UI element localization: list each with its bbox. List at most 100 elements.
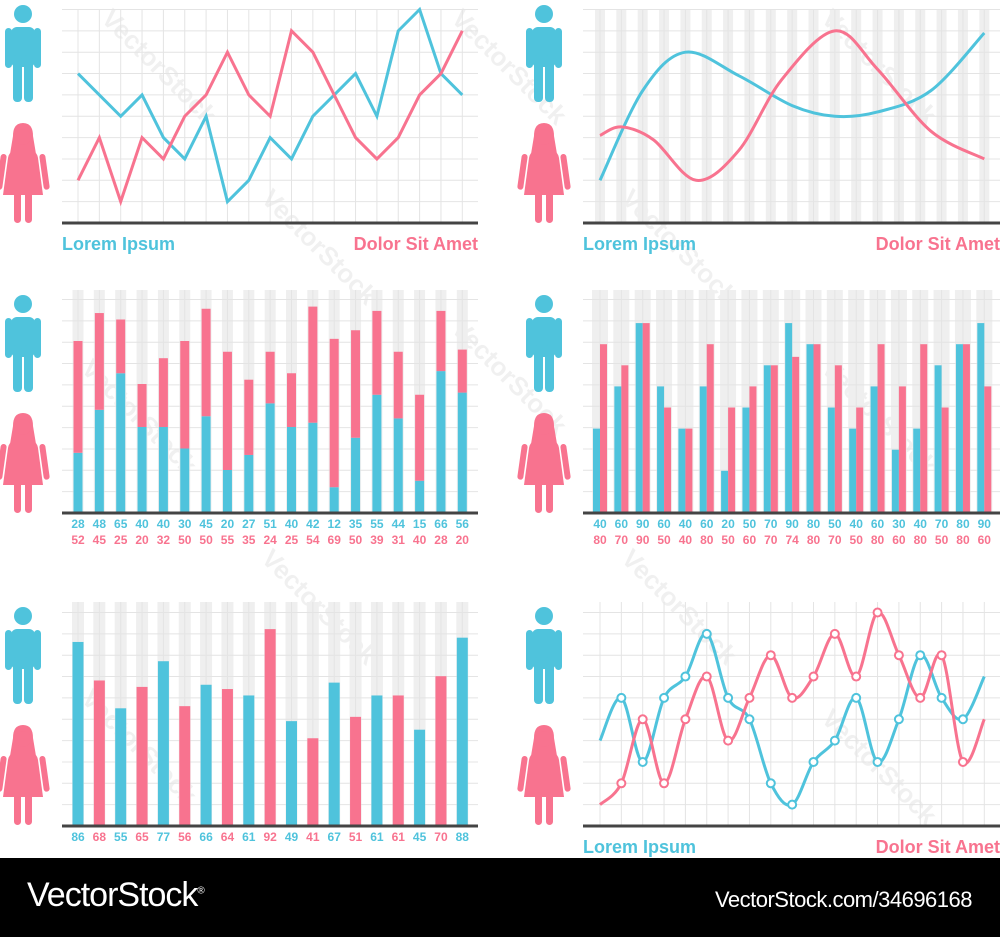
data-point-blue (936, 692, 947, 703)
bar-segment-blue (244, 454, 254, 513)
value-label-blue: 60 (615, 517, 629, 531)
value-label-pink: 20 (456, 533, 470, 547)
value-label-blue: 20 (221, 517, 235, 531)
value-label-pink: 50 (935, 533, 949, 547)
bar-pink (392, 695, 404, 826)
data-point-pink (808, 671, 819, 682)
legend-dolor-sit-amet: Dolor Sit Amet (354, 234, 478, 254)
bar-blue (806, 344, 814, 513)
value-label: 61 (392, 830, 406, 844)
data-point-pink (701, 671, 712, 682)
bar-segment-blue (329, 487, 339, 513)
value-label: 61 (242, 830, 256, 844)
value-label-blue: 40 (285, 517, 299, 531)
legend-lorem-ipsum: Lorem Ipsum (583, 837, 696, 857)
value-label-blue: 70 (764, 517, 778, 531)
value-label-pink: 50 (721, 533, 735, 547)
woman-figure-icon (0, 123, 50, 223)
value-label-pink: 50 (349, 533, 363, 547)
bar-blue (699, 386, 707, 513)
legend-lorem-ipsum: Lorem Ipsum (583, 234, 696, 254)
data-point-blue (765, 778, 776, 789)
data-point-pink (637, 714, 648, 725)
value-label-pink: 35 (242, 533, 256, 547)
woman-figure-icon (517, 725, 571, 825)
value-label-blue: 80 (956, 517, 970, 531)
value-label: 64 (221, 830, 235, 844)
value-label: 56 (178, 830, 192, 844)
value-label-pink: 52 (71, 533, 85, 547)
bar-segment-blue (287, 427, 296, 513)
value-label-pink: 80 (871, 533, 885, 547)
value-label-pink: 80 (956, 533, 970, 547)
data-point-blue (957, 714, 968, 725)
value-label-pink: 20 (135, 533, 149, 547)
bar-segment-pink (94, 313, 104, 410)
data-point-blue (915, 650, 926, 661)
bar-pink (136, 686, 148, 826)
man-figure-icon (5, 607, 41, 704)
data-point-pink (787, 692, 798, 703)
value-label-pink: 69 (328, 533, 342, 547)
data-point-pink (893, 650, 904, 661)
watermark-text: VectorStock (616, 543, 744, 671)
bar-segment-pink (436, 310, 446, 372)
value-label: 70 (434, 830, 448, 844)
bar-segment-blue (457, 392, 467, 513)
value-label-blue: 44 (392, 517, 406, 531)
bar-segment-pink (308, 306, 318, 423)
value-label-pink: 80 (700, 533, 714, 547)
value-label-blue: 51 (263, 517, 277, 531)
value-label-pink: 74 (785, 533, 799, 547)
bar-segment-pink (457, 349, 467, 393)
bar-blue (934, 365, 942, 513)
value-label: 49 (285, 830, 299, 844)
value-label-pink: 70 (615, 533, 629, 547)
legend-dolor-sit-amet: Dolor Sit Amet (876, 234, 1000, 254)
value-label-blue: 50 (828, 517, 842, 531)
bar-segment-pink (287, 373, 296, 427)
bar-segment-pink (244, 379, 254, 455)
bar-blue (328, 682, 340, 826)
value-label-pink: 60 (978, 533, 992, 547)
footer-image-url: VectorStock.com/34696168 (714, 887, 973, 912)
value-label-blue: 42 (306, 517, 320, 531)
bar-pink (920, 344, 928, 513)
bar-segment-blue (116, 373, 126, 513)
bar-segment-pink (329, 338, 339, 488)
bar-blue (456, 637, 468, 826)
value-label-blue: 28 (71, 517, 85, 531)
bar-segment-pink (265, 351, 275, 404)
data-point-blue (680, 671, 691, 682)
infographic-canvas: VectorStock VectorStock VectorStockVectorS… (0, 3, 1000, 857)
bar-pink (770, 365, 778, 513)
bar-blue (849, 428, 857, 513)
value-label-pink: 80 (807, 533, 821, 547)
value-label: 86 (71, 830, 85, 844)
data-point-pink (659, 778, 670, 789)
bar-blue (678, 428, 686, 513)
bar-segment-blue (265, 403, 275, 513)
value-label-blue: 35 (349, 517, 363, 531)
value-label-blue: 60 (871, 517, 885, 531)
bar-segment-blue (158, 427, 168, 513)
value-label: 61 (370, 830, 384, 844)
bar-pink (642, 323, 650, 513)
data-point-pink (616, 778, 627, 789)
woman-figure-icon (517, 123, 571, 223)
bar-segment-pink (73, 341, 83, 453)
bar-pink (984, 386, 992, 513)
woman-figure-icon (0, 725, 50, 825)
bar-segment-blue (393, 418, 403, 513)
data-point-pink (723, 735, 734, 746)
data-point-blue (701, 628, 712, 639)
value-label-pink: 80 (914, 533, 928, 547)
value-label-pink: 60 (743, 533, 757, 547)
bar-blue (593, 428, 600, 513)
legend-dolor-sit-amet: Dolor Sit Amet (876, 837, 1000, 857)
bar-blue (657, 386, 665, 513)
line-series-pink (76, 27, 464, 207)
legend-lorem-ipsum: Lorem Ipsum (62, 234, 175, 254)
value-label-blue: 40 (157, 517, 171, 531)
value-label: 65 (135, 830, 149, 844)
